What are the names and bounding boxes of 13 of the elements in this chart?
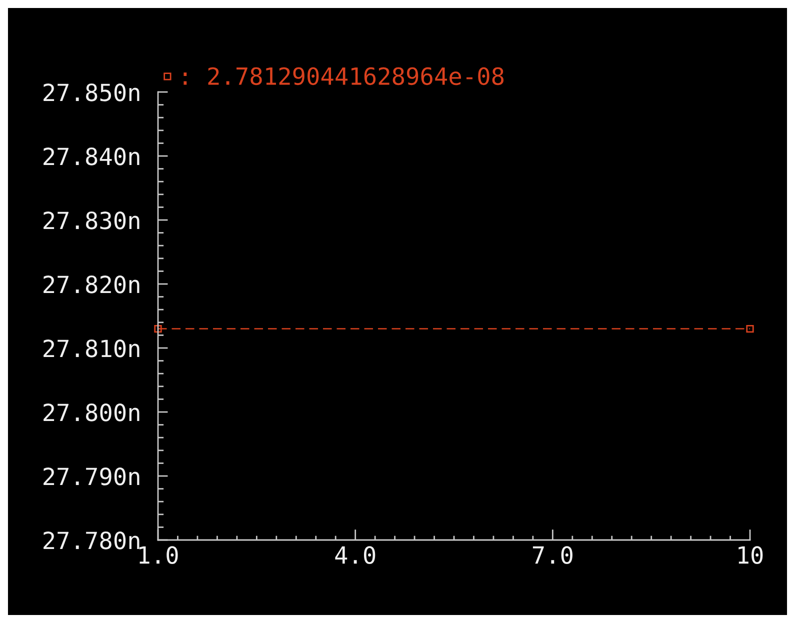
x-tick-label: 7.0	[532, 546, 572, 564]
y-tick-label: 27.840n	[44, 148, 140, 166]
y-tick-label: 27.830n	[44, 212, 140, 230]
y-tick-label: 27.790n	[44, 468, 140, 486]
y-tick-label: 27.780n	[44, 532, 140, 550]
x-tick-label: 4.0	[335, 546, 376, 564]
y-tick-label: 27.820n	[44, 276, 140, 294]
x-tick-label: 1.0	[140, 546, 178, 564]
y-tick-label: 27.810n	[44, 340, 140, 358]
x-tick-label: 10	[738, 546, 763, 564]
y-tick-label: 27.800n	[44, 404, 140, 422]
legend-label: : 2.781290441628964e-08	[184, 67, 504, 86]
y-tick-label: 27.850n	[44, 84, 140, 102]
